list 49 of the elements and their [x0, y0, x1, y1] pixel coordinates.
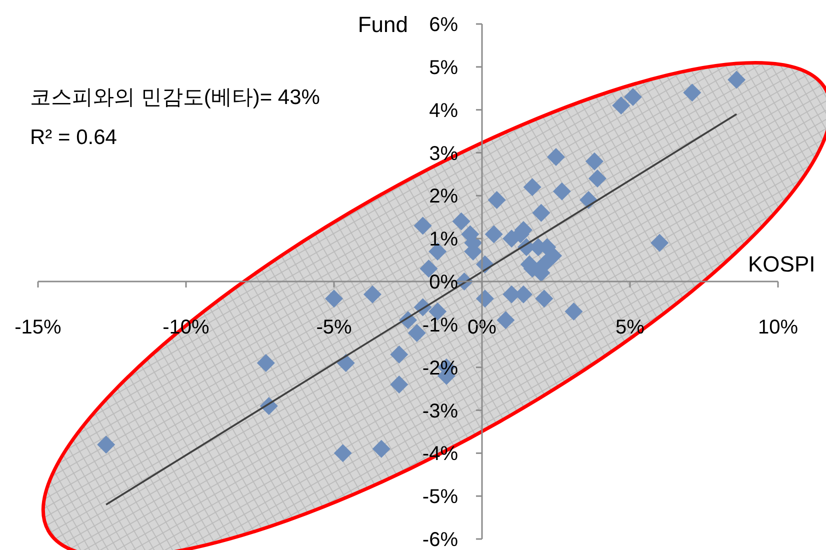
- point: [683, 84, 702, 102]
- point: [552, 182, 571, 200]
- y-tick-label: 4%: [429, 100, 458, 122]
- point: [372, 440, 390, 458]
- point: [336, 354, 355, 372]
- point: [544, 246, 562, 265]
- point: [650, 234, 669, 252]
- annotation: 코스피와의 민감도(베타)= 43%: [30, 86, 320, 109]
- y-tick-label: -1%: [422, 314, 458, 336]
- point: [334, 444, 352, 462]
- y-axis-title: Fund: [358, 12, 408, 37]
- y-tick-label: -6%: [422, 529, 458, 550]
- annotation: R² = 0.64: [30, 126, 118, 149]
- x-tick-label: -15%: [14, 316, 62, 338]
- x-axis-title: KOSPI: [748, 252, 816, 276]
- y-tick-label: 0%: [429, 272, 458, 294]
- point: [523, 178, 542, 196]
- x-tick-label: 5%: [616, 316, 645, 338]
- x-tick-label: 0%: [468, 316, 497, 338]
- point: [390, 345, 408, 364]
- point: [612, 96, 630, 115]
- x-tick-label: -5%: [316, 316, 352, 338]
- y-tick-label: 6%: [429, 14, 458, 36]
- y-tick-label: 3%: [429, 142, 458, 165]
- y-tick-label: 1%: [429, 228, 458, 251]
- y-tick-label: -5%: [422, 486, 458, 508]
- point: [452, 212, 470, 230]
- point: [535, 290, 554, 308]
- point: [588, 170, 606, 188]
- point: [97, 436, 116, 454]
- x-tick-label: 10%: [758, 316, 798, 338]
- point: [532, 204, 550, 222]
- point: [547, 148, 565, 166]
- point: [496, 311, 515, 330]
- point: [363, 285, 382, 304]
- point: [624, 88, 642, 106]
- point: [390, 376, 408, 394]
- point: [564, 302, 583, 321]
- point: [325, 290, 343, 308]
- point: [414, 216, 432, 235]
- point: [484, 225, 503, 244]
- y-tick-label: 5%: [429, 56, 458, 79]
- y-tick-label: -2%: [422, 357, 458, 380]
- point: [728, 70, 746, 89]
- point: [256, 354, 275, 372]
- point: [585, 152, 604, 170]
- point: [488, 190, 506, 209]
- y-tick-label: 2%: [429, 186, 458, 208]
- y-tick-label: -3%: [422, 400, 458, 422]
